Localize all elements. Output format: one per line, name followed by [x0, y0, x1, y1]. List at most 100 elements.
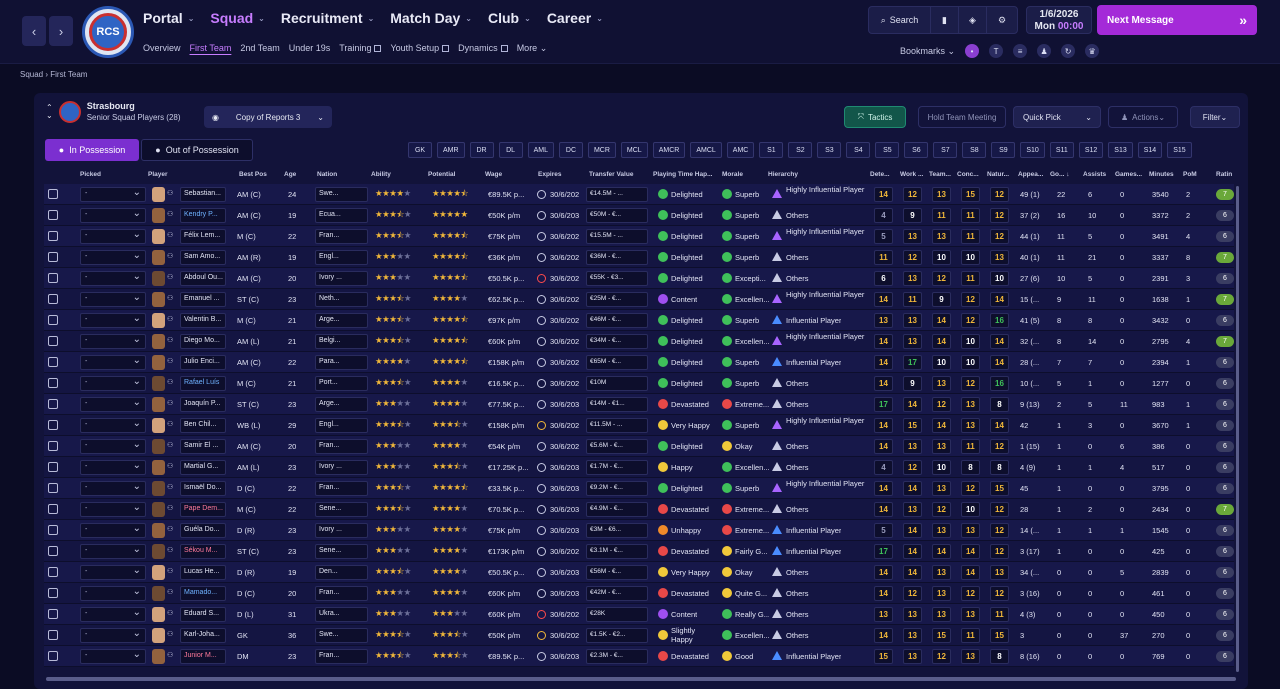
player-nation[interactable]: Den...: [315, 565, 368, 580]
player-name[interactable]: Sebastian...: [180, 187, 226, 202]
quick-pick-button[interactable]: Quick Pick ⌄: [1013, 106, 1101, 128]
transfer-value[interactable]: €5.6M - €...: [586, 439, 648, 454]
table-row[interactable]: - ⚇ Sebastian... AM (C) 24 Swe... ★★★★★ ★★★★⯪ €8…: [44, 184, 1234, 205]
transfer-value[interactable]: €3.1M - €...: [586, 544, 648, 559]
picked-dropdown[interactable]: -: [80, 397, 146, 412]
position-chip[interactable]: S11: [1049, 142, 1074, 158]
col-morale[interactable]: Morale: [722, 171, 743, 178]
transfer-value[interactable]: €34M - €...: [586, 334, 648, 349]
shirt-icon[interactable]: T: [989, 44, 1004, 58]
position-chip[interactable]: S9: [991, 142, 1016, 158]
col-nation[interactable]: Nation: [317, 171, 338, 178]
select-checkbox[interactable]: [48, 504, 58, 514]
col-age[interactable]: Age: [284, 171, 297, 178]
col-goals[interactable]: Go... ↓: [1050, 171, 1070, 178]
player-nation[interactable]: Ivory ...: [315, 271, 368, 286]
player-nation[interactable]: Ivory ...: [315, 460, 368, 475]
transfer-value[interactable]: €42M - €...: [586, 586, 648, 601]
settings-button[interactable]: ⚙: [987, 7, 1017, 33]
select-checkbox[interactable]: [48, 567, 58, 577]
transfer-value[interactable]: €56M - €...: [586, 565, 648, 580]
table-row[interactable]: - ⚇ Junior M... DM 23 Fran... ★★★⯪★ ★★★⯪★ €89.5K…: [44, 646, 1234, 667]
player-nation[interactable]: Sene...: [315, 544, 368, 559]
back-button[interactable]: ‹: [22, 16, 46, 46]
position-chip[interactable]: S3: [817, 142, 842, 158]
col-transfer-value[interactable]: Transfer Value: [589, 171, 634, 178]
player-nation[interactable]: Ivory ...: [315, 523, 368, 538]
club-logo[interactable]: RCS: [82, 6, 134, 58]
player-name[interactable]: Lucas He...: [180, 565, 226, 580]
transfer-value[interactable]: €1.5K - €2...: [586, 628, 648, 643]
nav-item-squad[interactable]: Squad ⌄: [210, 10, 264, 26]
hold-team-meeting-button[interactable]: Hold Team Meeting: [918, 106, 1006, 128]
notes-icon[interactable]: ≡: [1013, 44, 1028, 58]
player-name[interactable]: Guéla Do...: [180, 523, 226, 538]
picked-dropdown[interactable]: -: [80, 292, 146, 307]
position-chip[interactable]: MCL: [620, 142, 648, 158]
collapse-icon[interactable]: ⌃ ⌄: [46, 103, 53, 120]
position-chip[interactable]: GK: [408, 142, 432, 158]
picked-dropdown[interactable]: -: [80, 481, 146, 496]
transfer-value[interactable]: €2.3M - €...: [586, 649, 648, 664]
picked-dropdown[interactable]: -: [80, 250, 146, 265]
bookmarks-dropdown[interactable]: Bookmarks ⌄: [900, 45, 956, 56]
col-potential[interactable]: Potential: [428, 171, 456, 178]
game-date[interactable]: 1/6/2026 Mon 00:00: [1026, 6, 1092, 34]
col-minutes[interactable]: Minutes: [1149, 171, 1174, 178]
nav-item-match-day[interactable]: Match Day ⌄: [390, 10, 472, 26]
chat-icon[interactable]: •: [965, 44, 980, 58]
transfer-value[interactable]: €50M - €...: [586, 208, 648, 223]
position-chip[interactable]: DL: [498, 142, 523, 158]
table-row[interactable]: - ⚇ Sam Amo... AM (R) 19 Engl... ★★★★★ ★★★★⯪ €36…: [44, 247, 1234, 268]
player-nation[interactable]: Sene...: [315, 502, 368, 517]
table-row[interactable]: - ⚇ Kendry P... AM (C) 19 Ecua... ★★★⯪★ ★★★★★ €5…: [44, 205, 1234, 226]
table-row[interactable]: - ⚇ Emanuel ... ST (C) 23 Neth... ★★★⯪★ ★★★★★ €6…: [44, 289, 1234, 310]
player-nation[interactable]: Port...: [315, 376, 368, 391]
player-nation[interactable]: Fran...: [315, 649, 368, 664]
transfer-value[interactable]: €14M - €1...: [586, 397, 648, 412]
transfer-value[interactable]: €36M - €...: [586, 250, 648, 265]
select-checkbox[interactable]: [48, 189, 58, 199]
col-games[interactable]: Games...: [1115, 171, 1143, 178]
player-nation[interactable]: Para...: [315, 355, 368, 370]
table-row[interactable]: - ⚇ Ismaël Do... D (C) 22 Fran... ★★★⯪★ ★★★★⯪ €3…: [44, 478, 1234, 499]
select-checkbox[interactable]: [48, 420, 58, 430]
table-row[interactable]: - ⚇ Martial G... AM (L) 23 Ivory ... ★★★★★ ★★★⯪…: [44, 457, 1234, 478]
picked-dropdown[interactable]: -: [80, 523, 146, 538]
table-row[interactable]: - ⚇ Valentin B... M (C) 21 Arge... ★★★⯪★ ★★★★⯪ €…: [44, 310, 1234, 331]
transfer-value[interactable]: €55K - €3...: [586, 271, 648, 286]
player-nation[interactable]: Belgi...: [315, 334, 368, 349]
picked-dropdown[interactable]: -: [80, 271, 146, 286]
player-name[interactable]: Pape Dem...: [180, 502, 226, 517]
col-natural-fitness[interactable]: Natur...: [987, 171, 1010, 178]
player-name[interactable]: Joaquín P...: [180, 397, 226, 412]
player-name[interactable]: Samir El ...: [180, 439, 226, 454]
select-checkbox[interactable]: [48, 651, 58, 661]
position-chip[interactable]: S13: [1108, 142, 1133, 158]
col-player[interactable]: Player: [148, 171, 168, 178]
col-appearances[interactable]: Appea...: [1018, 171, 1044, 178]
view-selector[interactable]: ◉ Copy of Reports 3 ⌄: [204, 106, 332, 128]
table-row[interactable]: - ⚇ Guéla Do... D (R) 23 Ivory ... ★★★★★ ★★★★★ €…: [44, 520, 1234, 541]
player-nation[interactable]: Fran...: [315, 586, 368, 601]
col-assists[interactable]: Assists: [1083, 171, 1107, 178]
transfer-value[interactable]: €28K: [586, 607, 648, 622]
position-chip[interactable]: S14: [1137, 142, 1163, 158]
player-name[interactable]: Martial G...: [180, 460, 226, 475]
player-name[interactable]: Junior M...: [180, 649, 226, 664]
player-name[interactable]: Ismaël Do...: [180, 481, 226, 496]
subnav-item-6[interactable]: Dynamics: [458, 43, 508, 54]
player-nation[interactable]: Arge...: [315, 397, 368, 412]
col-pom[interactable]: PoM: [1183, 171, 1197, 178]
col-wage[interactable]: Wage: [485, 171, 503, 178]
transfer-value[interactable]: €3M - €6...: [586, 523, 648, 538]
select-checkbox[interactable]: [48, 588, 58, 598]
position-chip[interactable]: S4: [846, 142, 871, 158]
position-chip[interactable]: AMC: [726, 142, 755, 158]
select-checkbox[interactable]: [48, 462, 58, 472]
picked-dropdown[interactable]: -: [80, 586, 146, 601]
select-checkbox[interactable]: [48, 315, 58, 325]
picked-dropdown[interactable]: -: [80, 418, 146, 433]
select-checkbox[interactable]: [48, 336, 58, 346]
transfer-value[interactable]: €10M: [586, 376, 648, 391]
